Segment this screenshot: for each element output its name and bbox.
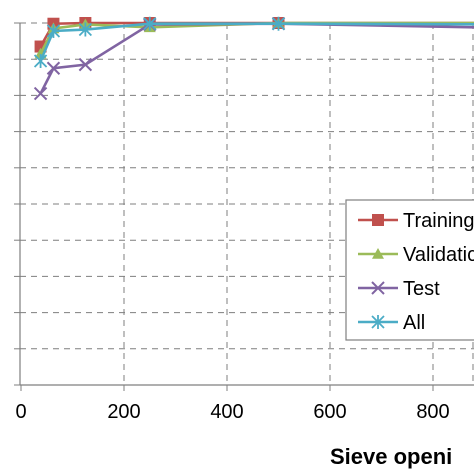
x-tick-label: 600 [313, 401, 346, 423]
legend-label: Training [403, 210, 474, 232]
legend-label: Test [403, 278, 440, 300]
legend-box [345, 199, 474, 341]
x-marker-stroke [33, 86, 48, 101]
star-marker [143, 16, 157, 31]
legend-entry: All [358, 312, 425, 334]
x-tick-label: 400 [210, 401, 243, 423]
x-marker-stroke [78, 57, 93, 72]
star-marker [46, 23, 61, 38]
x-marker [46, 61, 61, 75]
x-marker-stroke [371, 281, 385, 295]
series-line [39, 22, 474, 95]
x-marker [33, 86, 48, 101]
legend-label: Validatic [403, 244, 474, 266]
star-marker [371, 315, 385, 329]
legend-entry: Validatic [358, 244, 474, 266]
star-marker [271, 16, 286, 31]
legend-entry: Test [358, 278, 440, 300]
x-tick-label: 0 [15, 401, 26, 423]
x-tick-label: 800 [416, 401, 449, 423]
series-line [39, 22, 474, 62]
square-marker [372, 214, 384, 226]
legend: Training Validatic Test All [345, 199, 474, 341]
x-tick-label: 200 [107, 401, 140, 423]
axes [19, 23, 474, 391]
series-all [33, 16, 474, 69]
series-group [33, 16, 474, 101]
triangle-marker [372, 248, 384, 259]
x-axis-label: Sieve openi [330, 444, 452, 469]
x-marker [78, 57, 93, 72]
legend-entry: Training [358, 210, 474, 232]
star-marker [33, 54, 48, 69]
x-marker [371, 281, 385, 295]
series-test [33, 17, 474, 101]
x-tick-labels: 0 200 400 600 800 [15, 401, 449, 423]
x-marker-stroke [46, 61, 61, 75]
star-marker [78, 22, 93, 37]
legend-label: All [403, 312, 425, 334]
